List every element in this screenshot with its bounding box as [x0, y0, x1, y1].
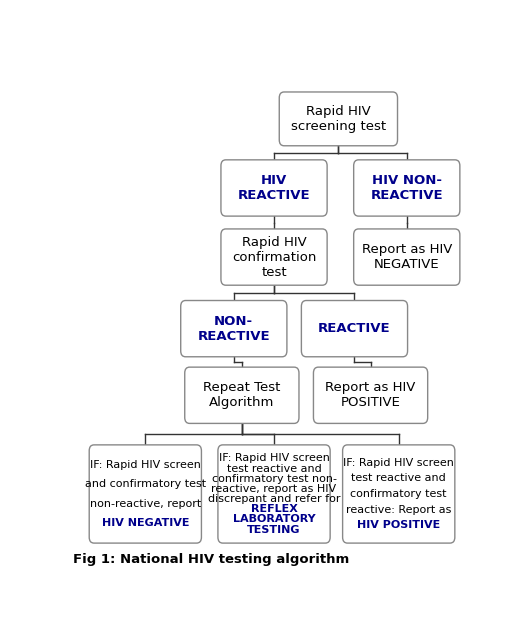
Text: HIV POSITIVE: HIV POSITIVE: [357, 520, 440, 530]
Text: confirmatory test: confirmatory test: [350, 489, 447, 499]
Text: and confirmatory test: and confirmatory test: [85, 479, 206, 489]
FancyBboxPatch shape: [221, 160, 327, 216]
Text: test reactive and: test reactive and: [351, 473, 446, 483]
Text: discrepant and refer for: discrepant and refer for: [208, 494, 340, 504]
Text: HIV
REACTIVE: HIV REACTIVE: [238, 174, 310, 202]
Text: HIV NON-
REACTIVE: HIV NON- REACTIVE: [371, 174, 443, 202]
Text: Rapid HIV
confirmation
test: Rapid HIV confirmation test: [232, 236, 316, 279]
FancyBboxPatch shape: [302, 301, 407, 357]
Text: IF: Rapid HIV screen: IF: Rapid HIV screen: [90, 460, 201, 470]
FancyBboxPatch shape: [279, 92, 398, 146]
Text: HIV NEGATIVE: HIV NEGATIVE: [102, 518, 189, 528]
FancyBboxPatch shape: [353, 160, 460, 216]
FancyBboxPatch shape: [218, 445, 330, 543]
Text: NON-
REACTIVE: NON- REACTIVE: [198, 315, 270, 343]
Text: Repeat Test
Algorithm: Repeat Test Algorithm: [203, 381, 281, 409]
FancyBboxPatch shape: [353, 229, 460, 285]
FancyBboxPatch shape: [181, 301, 287, 357]
Text: test reactive and: test reactive and: [227, 463, 321, 474]
FancyBboxPatch shape: [313, 367, 428, 424]
Text: confirmatory test non-: confirmatory test non-: [212, 474, 336, 484]
Text: Report as HIV
POSITIVE: Report as HIV POSITIVE: [325, 381, 416, 409]
FancyBboxPatch shape: [185, 367, 299, 424]
Text: Fig 1: National HIV testing algorithm: Fig 1: National HIV testing algorithm: [73, 553, 349, 565]
Text: REFLEX: REFLEX: [251, 504, 297, 514]
FancyBboxPatch shape: [89, 445, 201, 543]
Text: TESTING: TESTING: [247, 524, 301, 535]
FancyBboxPatch shape: [221, 229, 327, 285]
Text: reactive, report as HIV: reactive, report as HIV: [211, 484, 337, 494]
Text: LABORATORY: LABORATORY: [233, 514, 316, 524]
Text: non-reactive, report: non-reactive, report: [90, 499, 201, 508]
Text: reactive: Report as: reactive: Report as: [346, 504, 452, 515]
Text: IF: Rapid HIV screen: IF: Rapid HIV screen: [218, 453, 330, 463]
Text: REACTIVE: REACTIVE: [318, 322, 391, 335]
Text: Report as HIV
NEGATIVE: Report as HIV NEGATIVE: [362, 243, 452, 271]
FancyBboxPatch shape: [343, 445, 455, 543]
Text: IF: Rapid HIV screen: IF: Rapid HIV screen: [343, 458, 454, 467]
Text: Rapid HIV
screening test: Rapid HIV screening test: [291, 105, 386, 133]
